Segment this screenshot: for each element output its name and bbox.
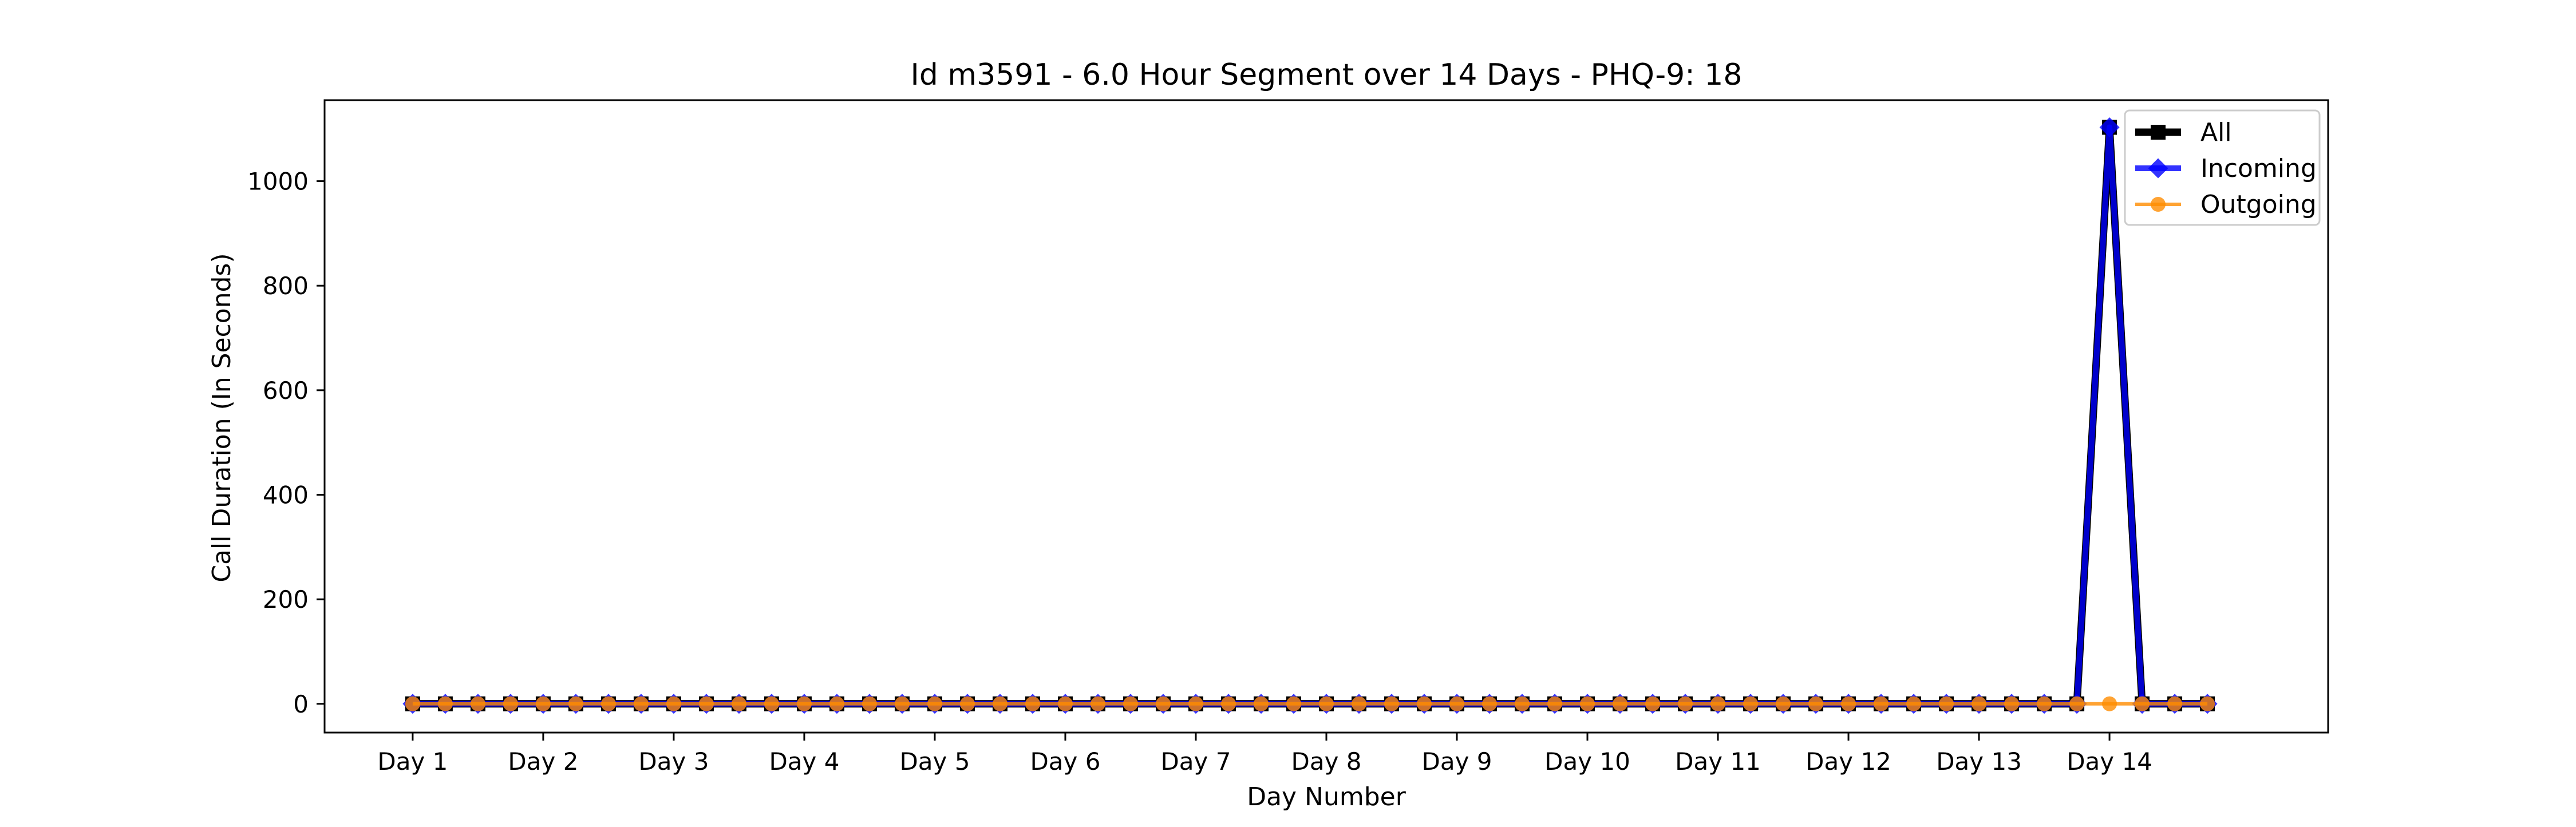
data-point-outgoing: [1449, 696, 1465, 711]
data-point-outgoing: [1025, 696, 1040, 711]
plot-area: [402, 117, 2218, 714]
data-point-outgoing: [2037, 696, 2052, 711]
x-tick-label: Day 10: [1544, 747, 1630, 775]
x-tick-label: Day 6: [1030, 747, 1100, 775]
x-tick-label: Day 11: [1675, 747, 1761, 775]
data-point-outgoing: [1808, 696, 1824, 711]
data-point-outgoing: [1155, 696, 1171, 711]
data-point-outgoing: [535, 696, 551, 711]
data-point-outgoing: [894, 696, 910, 711]
data-point-outgoing: [992, 696, 1008, 711]
data-point-outgoing: [1939, 696, 1954, 711]
data-point-outgoing: [1580, 696, 1595, 711]
data-point-outgoing: [405, 696, 420, 711]
data-point-outgoing: [1188, 696, 1203, 711]
data-point-outgoing: [1743, 696, 1759, 711]
legend-label-all: All: [2200, 118, 2232, 147]
series-incoming: [402, 117, 2218, 714]
data-point-outgoing: [1090, 696, 1105, 711]
legend-marker-all: [2151, 125, 2166, 140]
x-tick-label: Day 3: [638, 747, 709, 775]
x-axis-label: Day Number: [1247, 782, 1406, 812]
data-point-outgoing: [2004, 696, 2020, 711]
series-line-all: [412, 123, 2208, 708]
data-point-outgoing: [829, 696, 844, 711]
data-point-outgoing: [437, 696, 453, 711]
data-point-outgoing: [927, 696, 942, 711]
data-point-outgoing: [1286, 696, 1301, 711]
data-point-outgoing: [959, 696, 975, 711]
series-outgoing: [405, 696, 2215, 711]
data-point-outgoing: [1417, 696, 1432, 711]
data-point-outgoing: [1841, 696, 1856, 711]
data-point-outgoing: [568, 696, 583, 711]
data-point-outgoing: [1515, 696, 1530, 711]
y-tick-label: 600: [263, 377, 309, 405]
legend-marker-outgoing: [2151, 197, 2166, 212]
series-all: [405, 120, 2215, 711]
data-point-outgoing: [1613, 696, 1628, 711]
data-point-incoming: [2099, 117, 2120, 137]
data-point-outgoing: [470, 696, 485, 711]
data-point-outgoing: [1874, 696, 1889, 711]
data-point-outgoing: [1710, 696, 1726, 711]
legend-marker-incoming: [2148, 158, 2168, 179]
data-point-outgoing: [2167, 696, 2183, 711]
data-point-outgoing: [2135, 696, 2150, 711]
x-tick-label: Day 14: [2067, 747, 2152, 775]
data-point-outgoing: [1645, 696, 1661, 711]
y-tick-label: 0: [293, 690, 309, 718]
data-point-outgoing: [633, 696, 649, 711]
data-point-outgoing: [1547, 696, 1563, 711]
data-point-outgoing: [503, 696, 518, 711]
y-tick-label: 1000: [247, 168, 309, 196]
data-point-outgoing: [1971, 696, 1987, 711]
x-tick-label: Day 2: [508, 747, 578, 775]
data-point-outgoing: [1352, 696, 1367, 711]
legend-label-incoming: Incoming: [2200, 154, 2317, 183]
chart-title: Id m3591 - 6.0 Hour Segment over 14 Days…: [911, 58, 1743, 92]
x-tick-label: Day 9: [1422, 747, 1492, 775]
data-point-outgoing: [1253, 696, 1269, 711]
data-point-outgoing: [1220, 696, 1236, 711]
x-tick-label: Day 7: [1160, 747, 1231, 775]
legend-box: [2124, 109, 2321, 226]
data-point-outgoing: [1057, 696, 1073, 711]
x-tick-label: Day 13: [1936, 747, 2022, 775]
x-tick-label: Day 5: [899, 747, 970, 775]
y-axis-label: Call Duration (In Seconds): [207, 253, 236, 582]
y-tick-label: 800: [263, 272, 309, 300]
data-point-outgoing: [731, 696, 746, 711]
x-tick-label: Day 1: [377, 747, 448, 775]
x-tick-label: Day 8: [1291, 747, 1361, 775]
data-point-outgoing: [2102, 696, 2117, 711]
data-point-outgoing: [666, 696, 681, 711]
data-point-outgoing: [1678, 696, 1693, 711]
y-tick-label: 400: [263, 481, 309, 509]
data-point-outgoing: [1482, 696, 1498, 711]
legend: All Incoming Outgoing: [2124, 109, 2321, 226]
data-point-outgoing: [600, 696, 616, 711]
axis-ticks: 0 200 400 600 800 1000 Day 1 Day 2 Day 3 Day 4 Day…: [247, 168, 2152, 775]
data-point-outgoing: [1319, 696, 1334, 711]
x-tick-label: Day 4: [769, 747, 839, 775]
data-point-outgoing: [862, 696, 877, 711]
data-point-outgoing: [698, 696, 714, 711]
series-line-incoming: [412, 124, 2208, 707]
legend-label-outgoing: Outgoing: [2200, 190, 2317, 219]
data-point-outgoing: [1906, 696, 1922, 711]
data-point-outgoing: [1123, 696, 1138, 711]
y-tick-label: 200: [263, 585, 309, 614]
data-point-outgoing: [2069, 696, 2085, 711]
data-point-outgoing: [796, 696, 812, 711]
x-tick-label: Day 12: [1805, 747, 1891, 775]
data-point-outgoing: [764, 696, 779, 711]
data-point-outgoing: [1384, 696, 1400, 711]
plot-frame: [323, 99, 2329, 734]
data-point-outgoing: [2200, 696, 2215, 711]
data-point-outgoing: [1776, 696, 1791, 711]
